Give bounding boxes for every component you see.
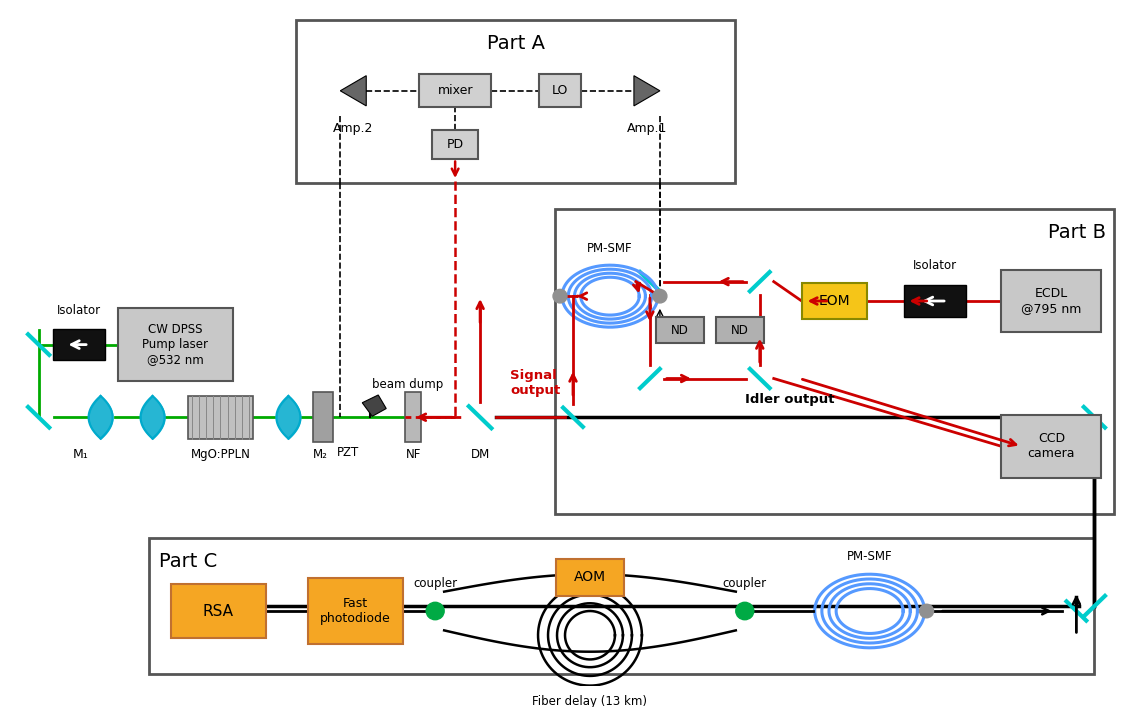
Text: NF: NF <box>405 448 421 461</box>
FancyBboxPatch shape <box>716 317 764 343</box>
Text: Amp.2: Amp.2 <box>333 122 373 135</box>
FancyBboxPatch shape <box>188 396 253 438</box>
Text: Amp.1: Amp.1 <box>626 122 668 135</box>
Polygon shape <box>634 76 660 106</box>
Text: DM: DM <box>471 448 490 461</box>
Text: Signal
output: Signal output <box>510 369 560 397</box>
FancyBboxPatch shape <box>555 209 1114 514</box>
Text: Isolator: Isolator <box>56 305 101 317</box>
Text: EOM: EOM <box>819 294 851 308</box>
FancyBboxPatch shape <box>1002 415 1101 478</box>
FancyBboxPatch shape <box>432 129 479 158</box>
Text: Part C: Part C <box>158 552 216 571</box>
FancyBboxPatch shape <box>556 559 624 595</box>
Text: coupler: coupler <box>413 577 457 590</box>
Circle shape <box>426 602 444 620</box>
Circle shape <box>736 602 753 620</box>
Text: Fast
photodiode: Fast photodiode <box>319 597 390 625</box>
FancyBboxPatch shape <box>53 329 104 360</box>
FancyBboxPatch shape <box>539 74 581 107</box>
Text: Part A: Part A <box>487 34 545 52</box>
Text: LO: LO <box>552 84 568 98</box>
Text: PD: PD <box>447 138 464 151</box>
Text: RSA: RSA <box>203 604 234 619</box>
FancyBboxPatch shape <box>903 284 965 317</box>
FancyBboxPatch shape <box>308 578 403 644</box>
Text: Idler output: Idler output <box>745 392 835 406</box>
Text: AOM: AOM <box>574 570 606 584</box>
Text: ND: ND <box>671 324 689 337</box>
Text: beam dump: beam dump <box>372 378 443 391</box>
Polygon shape <box>340 76 366 106</box>
FancyBboxPatch shape <box>314 392 333 443</box>
FancyBboxPatch shape <box>1002 269 1101 332</box>
Text: Isolator: Isolator <box>913 259 956 272</box>
Circle shape <box>919 604 933 618</box>
Text: M₂: M₂ <box>313 448 327 461</box>
Text: Part B: Part B <box>1049 223 1106 242</box>
FancyBboxPatch shape <box>803 283 867 320</box>
Text: M₁: M₁ <box>73 448 88 461</box>
Text: Fiber delay (13 km): Fiber delay (13 km) <box>532 695 647 707</box>
Text: PZT: PZT <box>338 446 360 460</box>
Text: PM-SMF: PM-SMF <box>847 549 892 563</box>
FancyBboxPatch shape <box>171 585 266 638</box>
Text: MgO:PPLN: MgO:PPLN <box>190 448 251 461</box>
FancyBboxPatch shape <box>405 392 421 443</box>
Circle shape <box>553 289 567 303</box>
FancyBboxPatch shape <box>297 20 735 183</box>
Text: ND: ND <box>731 324 749 337</box>
FancyBboxPatch shape <box>419 74 491 107</box>
Polygon shape <box>362 395 386 416</box>
FancyBboxPatch shape <box>656 317 704 343</box>
FancyBboxPatch shape <box>118 308 232 381</box>
Text: CCD
camera: CCD camera <box>1028 432 1075 460</box>
FancyBboxPatch shape <box>149 538 1095 674</box>
Text: CW DPSS
Pump laser
@532 nm: CW DPSS Pump laser @532 nm <box>142 323 208 366</box>
Text: PM-SMF: PM-SMF <box>587 243 633 255</box>
Circle shape <box>653 289 666 303</box>
Text: ECDL
@795 nm: ECDL @795 nm <box>1021 287 1082 315</box>
Text: mixer: mixer <box>437 84 473 98</box>
Text: coupler: coupler <box>722 577 767 590</box>
